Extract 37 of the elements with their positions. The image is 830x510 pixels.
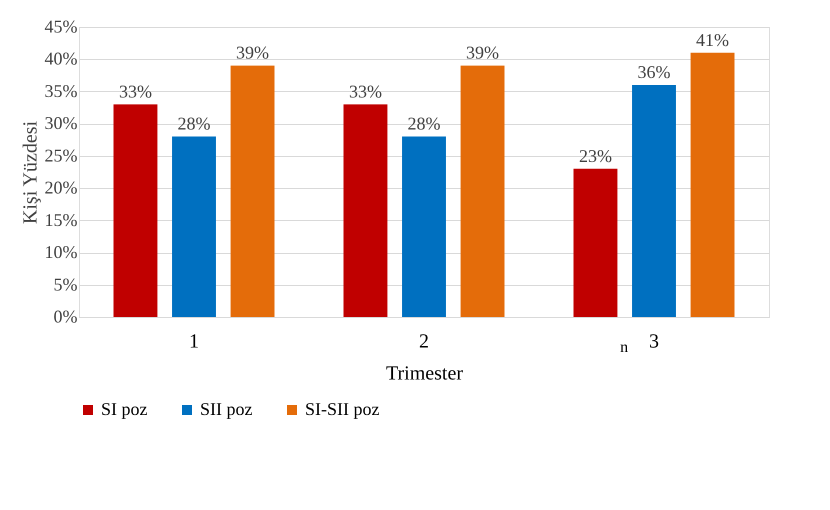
bar: [230, 66, 274, 317]
data-label: 39%: [236, 42, 270, 63]
data-label: 39%: [466, 42, 500, 63]
x-tick-label: 3: [649, 330, 659, 352]
data-label: 36%: [638, 62, 670, 82]
x-tick-label: 1: [189, 330, 199, 352]
bar: [402, 136, 446, 317]
y-tick-label: 40%: [44, 48, 78, 69]
y-tick-label: 45%: [44, 16, 78, 36]
bar: [632, 85, 676, 317]
data-label: 28%: [178, 114, 210, 134]
bar: [172, 136, 216, 317]
data-label: 41%: [696, 30, 730, 50]
y-axis-title: Kişi Yüzdesi: [20, 120, 42, 224]
bar: [690, 52, 734, 317]
y-tick-label: 10%: [44, 242, 78, 262]
y-tick-label: 35%: [44, 80, 78, 101]
bar: [114, 104, 158, 317]
data-label: 33%: [348, 81, 382, 102]
y-tick-label: 20%: [44, 178, 78, 198]
y-tick-label: 5%: [54, 274, 78, 294]
x-tick-label: 2: [419, 330, 429, 352]
data-label: 33%: [118, 81, 152, 102]
legend-label: SI poz: [101, 399, 148, 419]
bar: [574, 168, 618, 317]
data-label: 23%: [578, 146, 612, 166]
bar: [460, 66, 504, 317]
x-axis-title: Trimester: [386, 362, 464, 384]
bar: [344, 104, 388, 317]
legend-label: SII poz: [200, 399, 252, 419]
text: n: [620, 339, 628, 356]
y-tick-label: 30%: [44, 113, 78, 134]
data-label: 28%: [408, 114, 440, 134]
legend-label: SI-SII poz: [305, 399, 380, 419]
y-tick-label: 0%: [54, 306, 78, 326]
y-tick-label: 15%: [44, 210, 78, 230]
y-tick-label: 25%: [44, 145, 78, 166]
